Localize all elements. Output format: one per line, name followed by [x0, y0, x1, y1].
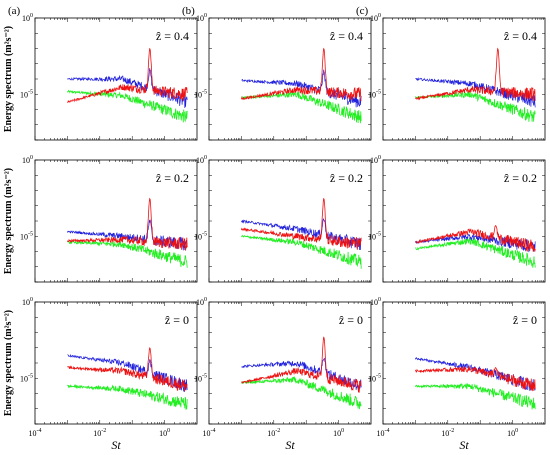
z-label: ẑ = 0.4 [504, 29, 537, 43]
y-tick-label: 10-5 [194, 89, 207, 99]
x-tick-label: 100 [333, 428, 344, 438]
y-tick-label: 100 [196, 155, 207, 165]
column-label: (b) [182, 5, 195, 17]
series-red-line [241, 47, 362, 102]
x-tick-label: 10-2 [93, 428, 106, 438]
y-tick-label: 10-5 [194, 231, 207, 241]
series-green-line [67, 89, 188, 123]
y-tick-label: 10-5 [368, 373, 381, 383]
x-axis-label: St [285, 438, 295, 452]
y-tick-label: 10-5 [20, 231, 33, 241]
z-label: ẑ = 0.4 [330, 29, 363, 43]
series-red-line [415, 224, 536, 252]
y-tick-label: 100 [196, 297, 207, 307]
y-tick-label: 100 [370, 297, 381, 307]
y-tick-label: 10-5 [368, 231, 381, 241]
panel-1-0: 100 10-5 (b) ẑ = 0.4 [182, 5, 372, 141]
y-axis-label: Energy spectrum (m²s⁻²) [3, 168, 14, 274]
panel-2-1: 100 10-5 ẑ = 0.2 [368, 155, 546, 283]
z-label: ẑ = 0.2 [156, 171, 189, 185]
series-blue-line [415, 233, 536, 253]
series-blue-line [415, 77, 536, 108]
series-green-line [67, 240, 188, 268]
y-tick-label: 100 [22, 155, 33, 165]
series-red-line [241, 197, 362, 250]
panel-1-2: 100 10-5 10-4 10-2 100 St ẑ = 0 [194, 297, 372, 452]
y-tick-label: 10-5 [194, 373, 207, 383]
y-tick-label: 100 [22, 297, 33, 307]
series-red-line [241, 336, 362, 393]
z-label: ẑ = 0 [339, 313, 363, 327]
y-axis-label: Energy spectrum (m²s⁻²) [3, 310, 14, 416]
y-tick-label: 100 [370, 13, 381, 23]
z-label: ẑ = 0 [165, 313, 189, 327]
series-red-line [67, 47, 188, 103]
series-blue-line [241, 357, 362, 391]
x-tick-label: 10-4 [203, 428, 216, 438]
y-tick-label: 100 [196, 13, 207, 23]
x-tick-label: 10-2 [267, 428, 280, 438]
y-tick-label: 10-5 [20, 89, 33, 99]
x-tick-label: 10-4 [377, 428, 390, 438]
series-green-line [67, 383, 188, 410]
z-label: ẑ = 0.2 [330, 171, 363, 185]
panel-1-1: 100 10-5 ẑ = 0.2 [194, 155, 372, 283]
x-axis-label: St [459, 438, 469, 452]
z-label: ẑ = 0.2 [504, 171, 537, 185]
series-red-line [415, 365, 536, 392]
x-tick-label: 10-2 [441, 428, 454, 438]
x-tick-label: 10-4 [29, 428, 42, 438]
y-tick-label: 10-5 [368, 89, 381, 99]
y-tick-label: 100 [370, 155, 381, 165]
x-tick-label: 100 [507, 428, 518, 438]
series-green-line [241, 376, 362, 410]
z-label: ẑ = 0 [513, 313, 537, 327]
series-green-line [241, 234, 362, 269]
series-green-line [415, 91, 536, 122]
x-tick-label: 100 [159, 428, 170, 438]
panel-0-1: 100 10-5 ẑ = 0.2 [20, 155, 198, 283]
column-label: (a) [8, 5, 21, 17]
y-tick-label: 100 [22, 13, 33, 23]
series-green-line [415, 383, 536, 410]
x-axis-label: St [111, 438, 121, 452]
z-label: ẑ = 0.4 [156, 29, 189, 43]
panel-0-0: 100 10-5 (a) ẑ = 0.4 [8, 5, 198, 141]
panel-2-2: 100 10-5 10-4 10-2 100 St ẑ = 0 [368, 297, 546, 452]
y-axis-label: Energy spectrum (m²s⁻²) [3, 26, 14, 132]
series-red-line [67, 347, 188, 392]
series-red-line [67, 197, 188, 251]
panel-2-0: 100 10-5 (c) ẑ = 0.4 [356, 5, 546, 141]
y-tick-label: 10-5 [20, 373, 33, 383]
series-red-line [415, 47, 536, 101]
panel-0-2: 100 10-5 10-4 10-2 100 St ẑ = 0 [20, 297, 198, 452]
column-label: (c) [356, 5, 369, 17]
series-green-line [415, 237, 536, 268]
